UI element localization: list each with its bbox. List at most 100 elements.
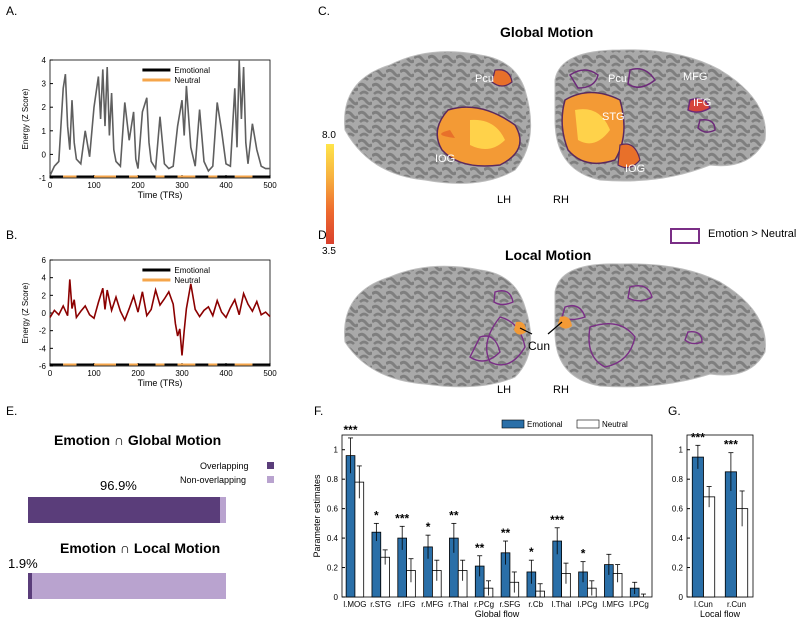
y-tick-label: 0.6 bbox=[672, 505, 684, 514]
y-axis-label: Parameter estimates bbox=[312, 474, 322, 558]
plot-frame bbox=[341, 434, 653, 598]
significance-label: * bbox=[529, 545, 534, 559]
roi-legend-label: Emotion > Neutral bbox=[708, 228, 797, 240]
category-label: l.PCg bbox=[578, 600, 598, 609]
category-label: l.Thal bbox=[552, 600, 572, 609]
hemisphere-label-rh: RH bbox=[553, 194, 569, 206]
panel-label-g: G. bbox=[668, 404, 681, 418]
roi-legend-swatch bbox=[670, 228, 700, 244]
legend-emotional-label: Emotional bbox=[527, 420, 563, 429]
y-tick-label: 0 bbox=[334, 593, 339, 602]
category-label: l.MFG bbox=[602, 600, 624, 609]
region-label: STG bbox=[602, 111, 625, 123]
y-tick-label: 4 bbox=[42, 274, 47, 283]
legend-neutral-swatch bbox=[576, 419, 600, 429]
global-motion-brain-map: Pcu IOG Pcu MFG IFG STG IOG bbox=[344, 49, 766, 184]
y-tick-label: 0.4 bbox=[672, 534, 684, 543]
roi-outline bbox=[588, 323, 636, 368]
legend-neutral-label: Neutral bbox=[174, 76, 200, 85]
legend-overlapping-swatch bbox=[267, 462, 274, 469]
overlap-title-global: Emotion ∩ Global Motion bbox=[54, 432, 222, 448]
roi-outline bbox=[627, 285, 653, 302]
overlap-pct-global: 96.9% bbox=[100, 478, 137, 493]
x-tick-label: 100 bbox=[87, 369, 101, 378]
x-tick-label: 500 bbox=[263, 369, 277, 378]
activation-blob bbox=[558, 316, 572, 329]
category-label: r.IFG bbox=[398, 600, 416, 609]
x-axis-label: Local flow bbox=[700, 609, 741, 619]
left-hemisphere bbox=[344, 265, 532, 388]
panel-label-e: E. bbox=[6, 404, 18, 418]
colorbar-min: 3.5 bbox=[322, 246, 336, 257]
y-tick-label: 1 bbox=[42, 127, 47, 136]
category-label: r.Cun bbox=[727, 600, 746, 609]
hemisphere-label-rh: RH bbox=[553, 384, 569, 396]
roi-outline bbox=[687, 97, 711, 113]
y-tick-label: 0.4 bbox=[327, 534, 339, 543]
y-tick-label: -1 bbox=[39, 174, 47, 183]
activation-blob bbox=[491, 69, 513, 87]
y-tick-label: 0 bbox=[679, 593, 684, 602]
y-tick-label: 0.2 bbox=[327, 564, 339, 573]
pointer-arrow bbox=[519, 327, 533, 335]
roi-outline bbox=[627, 68, 657, 88]
legend-emotional-label: Emotional bbox=[174, 266, 210, 275]
bar-emotional bbox=[691, 456, 704, 598]
x-tick-label: 400 bbox=[219, 369, 233, 378]
category-label: l.PCg bbox=[629, 600, 649, 609]
category-label: r.STG bbox=[370, 600, 391, 609]
activation-blob bbox=[441, 130, 455, 138]
significance-label: *** bbox=[691, 430, 705, 444]
panel-label-b: B. bbox=[6, 228, 18, 242]
global-motion-title: Global Motion bbox=[500, 24, 594, 40]
legend-nonoverlapping-label: Non-overlapping bbox=[180, 475, 247, 485]
category-label: r.SFG bbox=[499, 600, 520, 609]
y-tick-label: 0 bbox=[42, 309, 47, 318]
x-tick-label: 300 bbox=[175, 181, 189, 190]
y-tick-label: 6 bbox=[42, 256, 47, 265]
significance-label: *** bbox=[550, 513, 564, 527]
y-tick-label: 0.8 bbox=[672, 475, 684, 484]
region-label: IOG bbox=[625, 163, 645, 175]
significance-label: *** bbox=[344, 423, 358, 437]
plot-frame bbox=[49, 259, 271, 367]
x-axis-label: Global flow bbox=[475, 609, 520, 619]
roi-outline bbox=[697, 118, 716, 133]
region-label: Pcu bbox=[475, 73, 494, 85]
panel-label-f: F. bbox=[314, 404, 324, 418]
plot-frame bbox=[686, 434, 754, 598]
energy-line bbox=[49, 279, 271, 356]
significance-label: * bbox=[581, 547, 586, 561]
y-tick-label: 0.2 bbox=[672, 564, 684, 573]
overlap-bar-global bbox=[28, 497, 226, 523]
x-tick-label: 400 bbox=[219, 181, 233, 190]
bar-neutral bbox=[354, 481, 365, 598]
significance-label: * bbox=[426, 520, 431, 534]
energy-line bbox=[49, 59, 270, 176]
significance-label: *** bbox=[395, 511, 409, 525]
category-label: r.Cb bbox=[528, 600, 543, 609]
category-label: r.MFG bbox=[421, 600, 443, 609]
y-tick-label: -6 bbox=[39, 362, 47, 371]
overlap-pct-local: 1.9% bbox=[8, 556, 38, 571]
right-hemisphere bbox=[554, 263, 766, 388]
plot-frame bbox=[49, 59, 271, 179]
category-label: r.Thal bbox=[448, 600, 468, 609]
bar-neutral bbox=[703, 496, 716, 598]
y-tick-label: 1 bbox=[334, 446, 339, 455]
legend-overlapping-label: Overlapping bbox=[200, 461, 249, 471]
hemisphere-label-lh: LH bbox=[497, 194, 512, 206]
legend-neutral-label: Neutral bbox=[174, 276, 200, 285]
region-label: IOG bbox=[435, 153, 455, 165]
significance-label: *** bbox=[724, 438, 738, 452]
region-label: Cun bbox=[528, 339, 550, 353]
panel-label-a: A. bbox=[6, 4, 18, 18]
x-tick-label: 0 bbox=[48, 369, 53, 378]
legend-nonoverlapping-swatch bbox=[267, 476, 274, 483]
x-tick-label: 500 bbox=[263, 181, 277, 190]
category-label: l.MOG bbox=[343, 600, 366, 609]
x-tick-label: 200 bbox=[131, 369, 145, 378]
local-motion-title: Local Motion bbox=[505, 247, 592, 263]
category-label: r.PCg bbox=[474, 600, 494, 609]
